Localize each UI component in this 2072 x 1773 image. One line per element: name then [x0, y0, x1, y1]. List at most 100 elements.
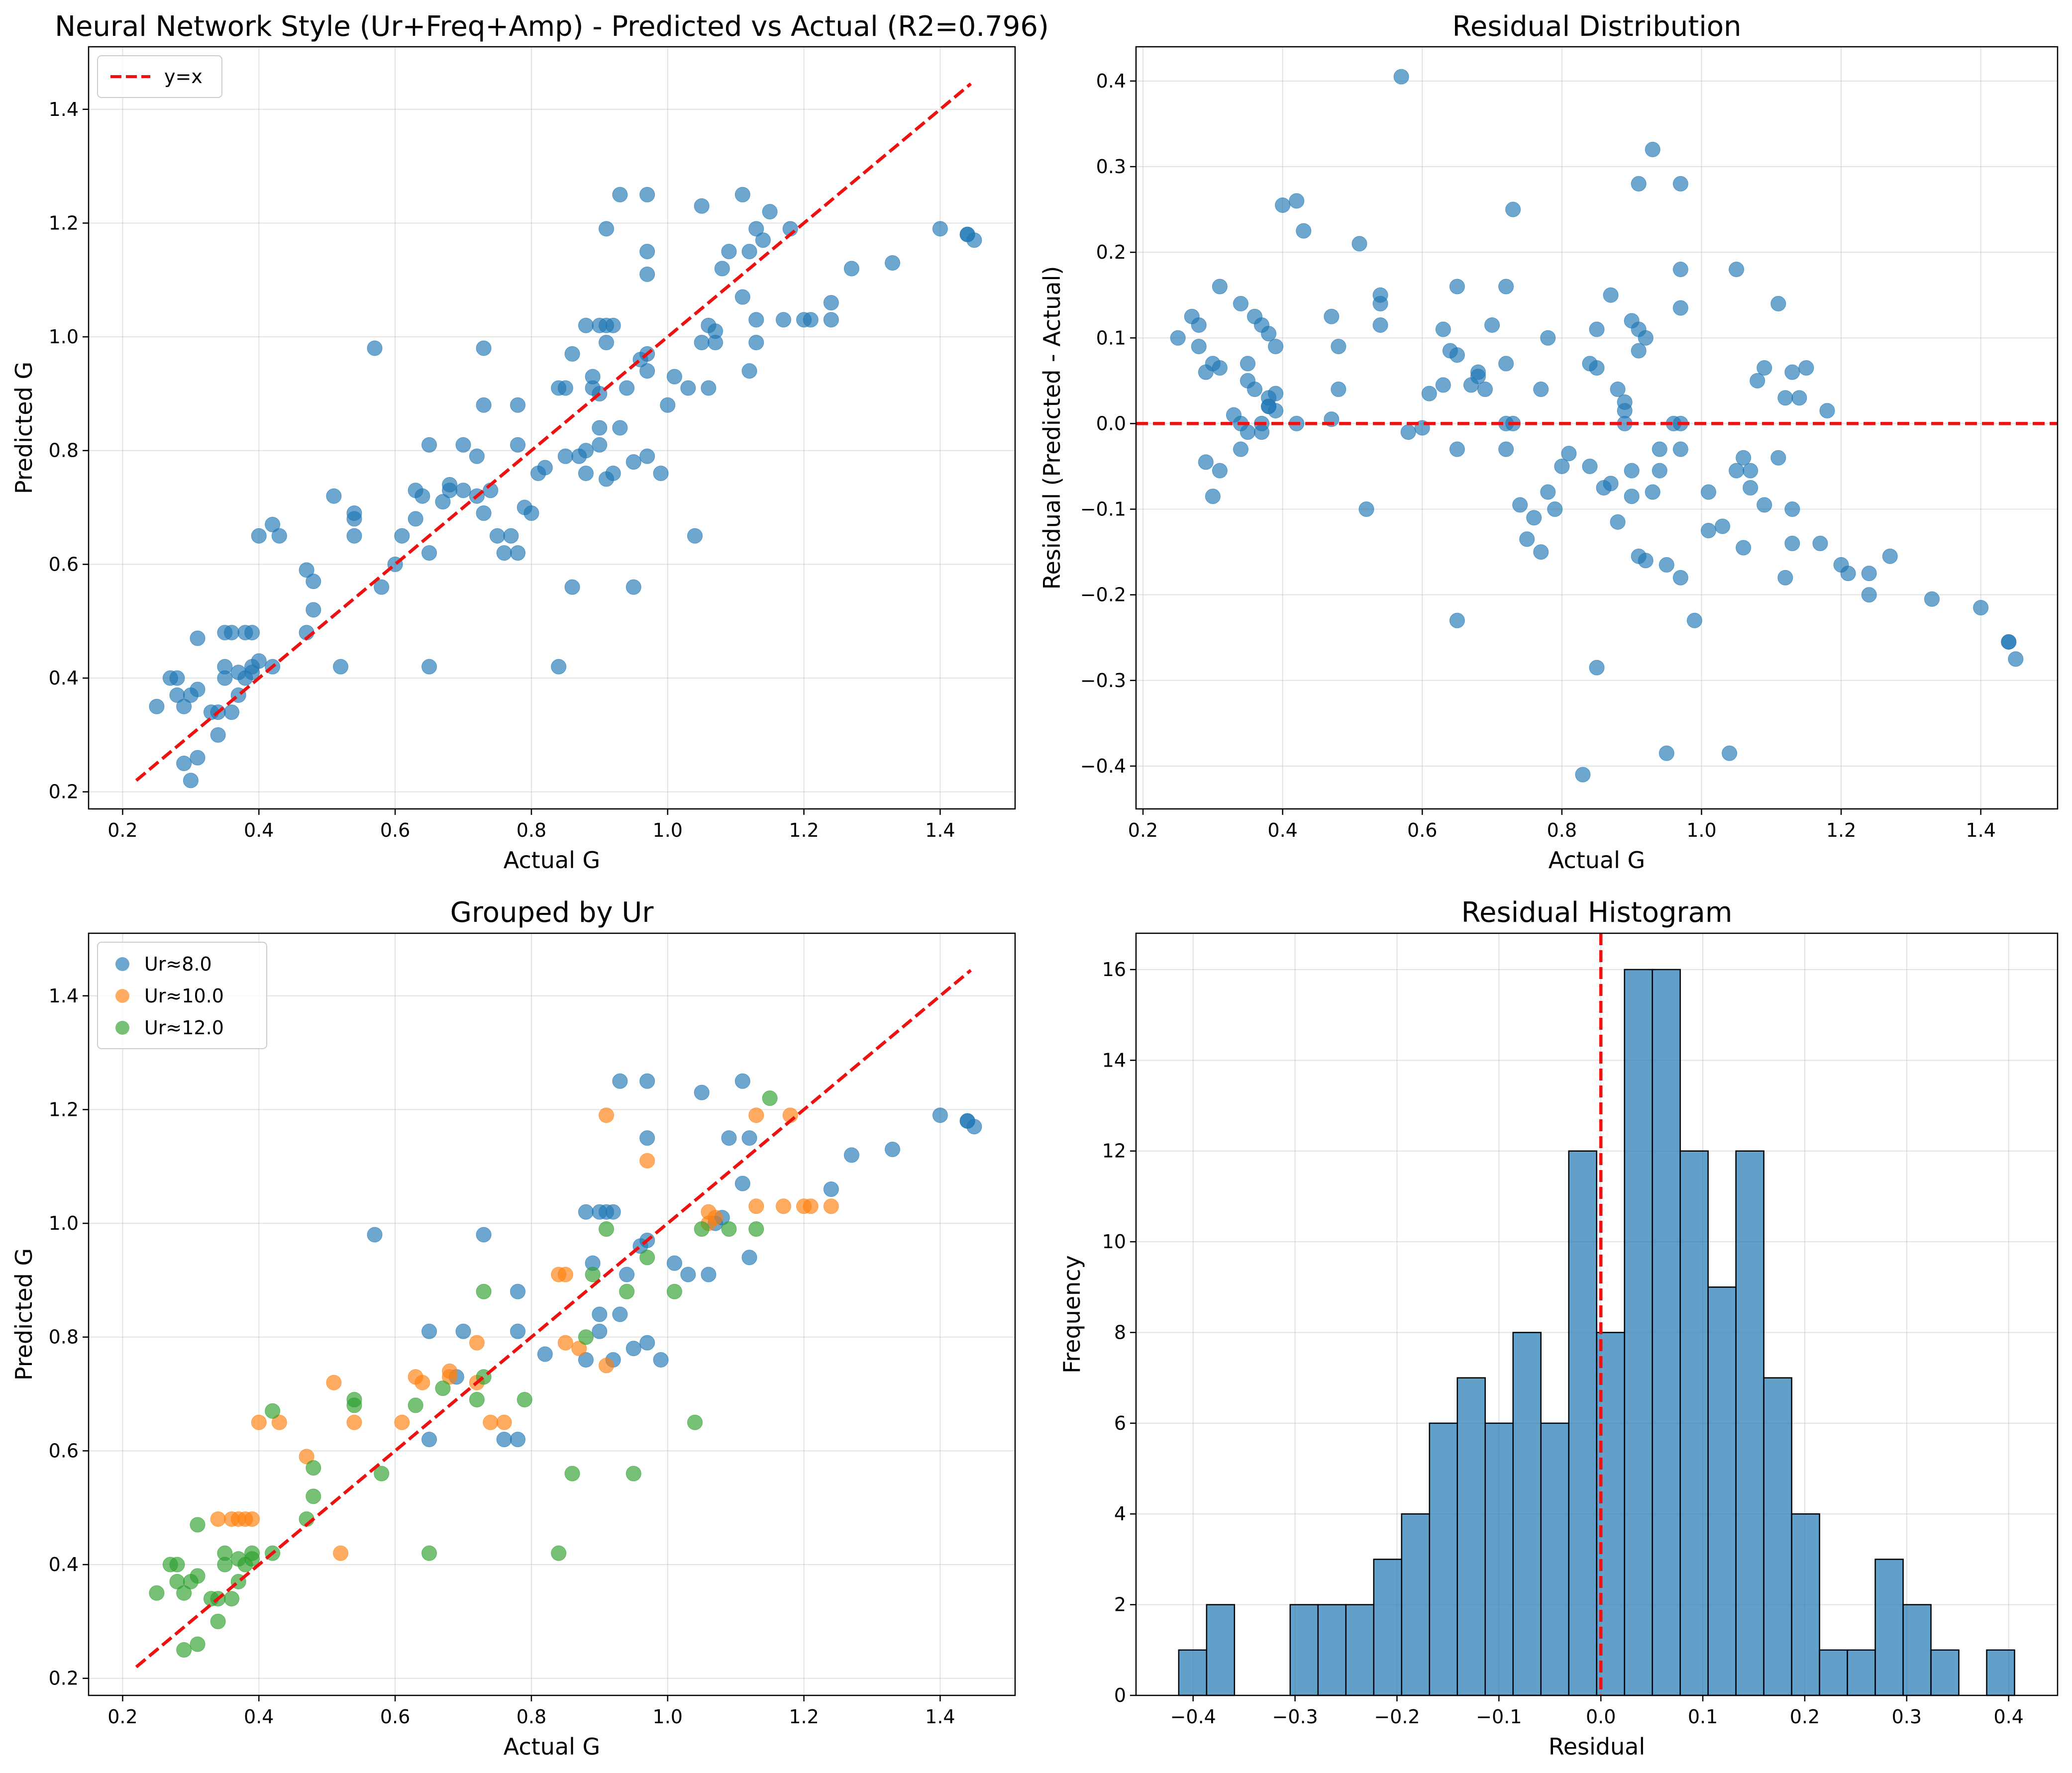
data-point-p3-s0-8	[510, 1323, 526, 1339]
data-point-p1-s0-118	[734, 187, 750, 202]
data-point-p3-s2-28	[374, 1466, 390, 1481]
tick-label-y-p2-0: −0.4	[1080, 755, 1126, 777]
data-point-p2-s0-142	[1973, 599, 1989, 615]
data-point-p3-s1-11	[394, 1414, 410, 1430]
data-point-p3-s2-36	[551, 1545, 567, 1561]
data-point-p1-s0-80	[578, 317, 594, 333]
tick-label-y-p4-6: 12	[1102, 1140, 1126, 1162]
tick-label-x-p3-0: 0.2	[107, 1706, 137, 1728]
data-point-p2-s0-43	[1393, 69, 1409, 85]
data-point-p2-s0-58	[1484, 317, 1500, 333]
tick-label-x-p3-5: 1.2	[789, 1706, 819, 1728]
histogram-bar-13	[1540, 1422, 1569, 1696]
histogram-bar-21	[1763, 1377, 1792, 1696]
data-point-p1-s0-101	[639, 363, 655, 379]
data-point-p3-s1-26	[639, 1153, 655, 1169]
tick-label-y-p4-2: 4	[1114, 1503, 1126, 1525]
tick-label-x-p2-2: 0.6	[1407, 819, 1437, 841]
data-point-p3-s1-22	[557, 1335, 573, 1351]
legend-label-ur10: Ur≈10.0	[144, 985, 224, 1007]
chart-title-p1: Neural Network Style (Ur+Freq+Amp) - Pre…	[55, 10, 1049, 43]
data-point-p2-s0-33	[1296, 223, 1312, 239]
data-point-p2-s0-100	[1652, 463, 1667, 479]
data-point-p3-s1-32	[776, 1198, 791, 1214]
data-point-p3-s2-0	[149, 1585, 165, 1601]
data-point-p3-s0-28	[639, 1073, 655, 1089]
data-point-p2-s0-14	[1233, 296, 1248, 311]
data-point-p1-s0-70	[537, 460, 553, 476]
data-point-p2-s0-124	[1757, 497, 1772, 513]
histogram-bar-7	[1373, 1559, 1403, 1696]
data-point-p1-s0-39	[346, 505, 362, 521]
data-point-p2-s0-110	[1672, 570, 1688, 586]
data-point-p1-s0-5	[176, 698, 192, 714]
tick-label-x-p3-3: 0.8	[517, 1706, 546, 1728]
data-point-p2-s0-74	[1561, 446, 1577, 462]
panel-residual-histogram: −0.4 −0.3 −0.2 −0.1 0.0 0.1 0.2 0.3 0.4 0 2 4 6 8 10 12…	[1058, 896, 2059, 1760]
legend-label-yx-p1: y=x	[164, 66, 203, 88]
data-point-p1-s0-91	[605, 317, 621, 333]
data-point-p1-s0-82	[585, 369, 601, 385]
data-point-p1-s0-130	[803, 312, 819, 328]
tick-label-y-p1-4: 1.0	[49, 326, 79, 348]
data-point-p1-s0-45	[408, 511, 423, 527]
data-point-p2-s0-39	[1358, 501, 1374, 517]
x-axis-label-p2: Actual G	[1549, 847, 1645, 874]
data-point-p2-s0-5	[1198, 454, 1214, 470]
tick-label-y-p4-5: 10	[1102, 1231, 1126, 1253]
data-point-p2-s0-19	[1247, 382, 1263, 397]
data-point-p2-s0-28	[1268, 403, 1284, 419]
data-point-p1-s0-73	[557, 380, 573, 396]
ticks-p2: 0.2 0.4 0.6 0.8 1.0 1.2 1.4 −0.4 −0.3 −0.2 −0.1 0.0…	[1080, 70, 1996, 841]
tick-label-y-p1-0: 0.2	[49, 781, 79, 803]
data-point-p2-s0-139	[1861, 566, 1877, 582]
plot-frame-p2	[1135, 46, 2059, 810]
data-point-p3-s1-19	[496, 1414, 512, 1430]
data-point-p2-s0-56	[1470, 369, 1486, 385]
data-point-p1-s0-103	[639, 266, 655, 282]
tick-label-y-p3-3: 0.8	[49, 1326, 79, 1348]
data-point-p3-s2-38	[578, 1329, 594, 1345]
data-point-p3-s2-29	[408, 1397, 423, 1413]
data-point-p3-s1-36	[823, 1198, 839, 1214]
tick-label-y-p2-8: 0.4	[1096, 70, 1126, 92]
data-point-p3-s1-7	[299, 1449, 314, 1465]
tick-label-y-p3-1: 0.4	[49, 1554, 79, 1576]
y-axis-label-p4: Frequency	[1058, 1255, 1085, 1374]
data-point-p1-s0-25	[244, 665, 260, 681]
data-point-p3-s1-18	[483, 1414, 499, 1430]
tick-label-x-p3-6: 1.4	[925, 1706, 955, 1728]
data-point-p3-s0-40	[741, 1130, 757, 1146]
legend-swatch-ur10	[115, 989, 129, 1003]
data-point-p1-s0-36	[333, 659, 349, 675]
data-point-p3-s0-44	[932, 1107, 948, 1123]
tick-label-x-p2-0: 0.2	[1128, 819, 1158, 841]
data-point-p3-s0-0	[367, 1227, 383, 1243]
histogram-bar-17	[1652, 969, 1681, 1696]
data-point-p1-s0-37	[346, 528, 362, 544]
tick-label-y-p3-4: 1.0	[49, 1212, 79, 1234]
y-axis-label-p3: Predicted G	[10, 1248, 37, 1380]
data-point-p2-s0-75	[1575, 767, 1591, 783]
data-point-p2-s0-118	[1736, 540, 1752, 556]
data-point-p1-s0-27	[251, 528, 267, 544]
data-point-p2-s0-117	[1729, 262, 1745, 278]
data-point-p2-s0-48	[1435, 377, 1451, 393]
data-point-p3-s2-15	[224, 1591, 240, 1607]
data-point-p2-s0-73	[1554, 458, 1570, 474]
data-point-p3-s1-6	[271, 1414, 287, 1430]
y-axis-label-p1: Predicted G	[10, 362, 37, 494]
data-point-p3-s0-47	[966, 1119, 982, 1135]
histogram-bar-14	[1568, 1150, 1597, 1696]
data-point-p3-s0-21	[612, 1073, 628, 1089]
data-point-p2-s0-69	[1533, 382, 1549, 397]
data-point-p1-s0-24	[244, 625, 260, 641]
data-point-p1-s0-61	[489, 528, 505, 544]
data-point-p2-s0-23	[1261, 326, 1277, 342]
data-point-p2-s0-0	[1170, 330, 1186, 346]
histogram-bar-9	[1429, 1422, 1458, 1696]
data-point-p3-s2-32	[469, 1391, 485, 1407]
data-point-p1-s0-10	[190, 630, 206, 646]
tick-label-x-p4-4: 0.0	[1586, 1706, 1616, 1728]
data-point-p3-s0-31	[680, 1267, 696, 1282]
